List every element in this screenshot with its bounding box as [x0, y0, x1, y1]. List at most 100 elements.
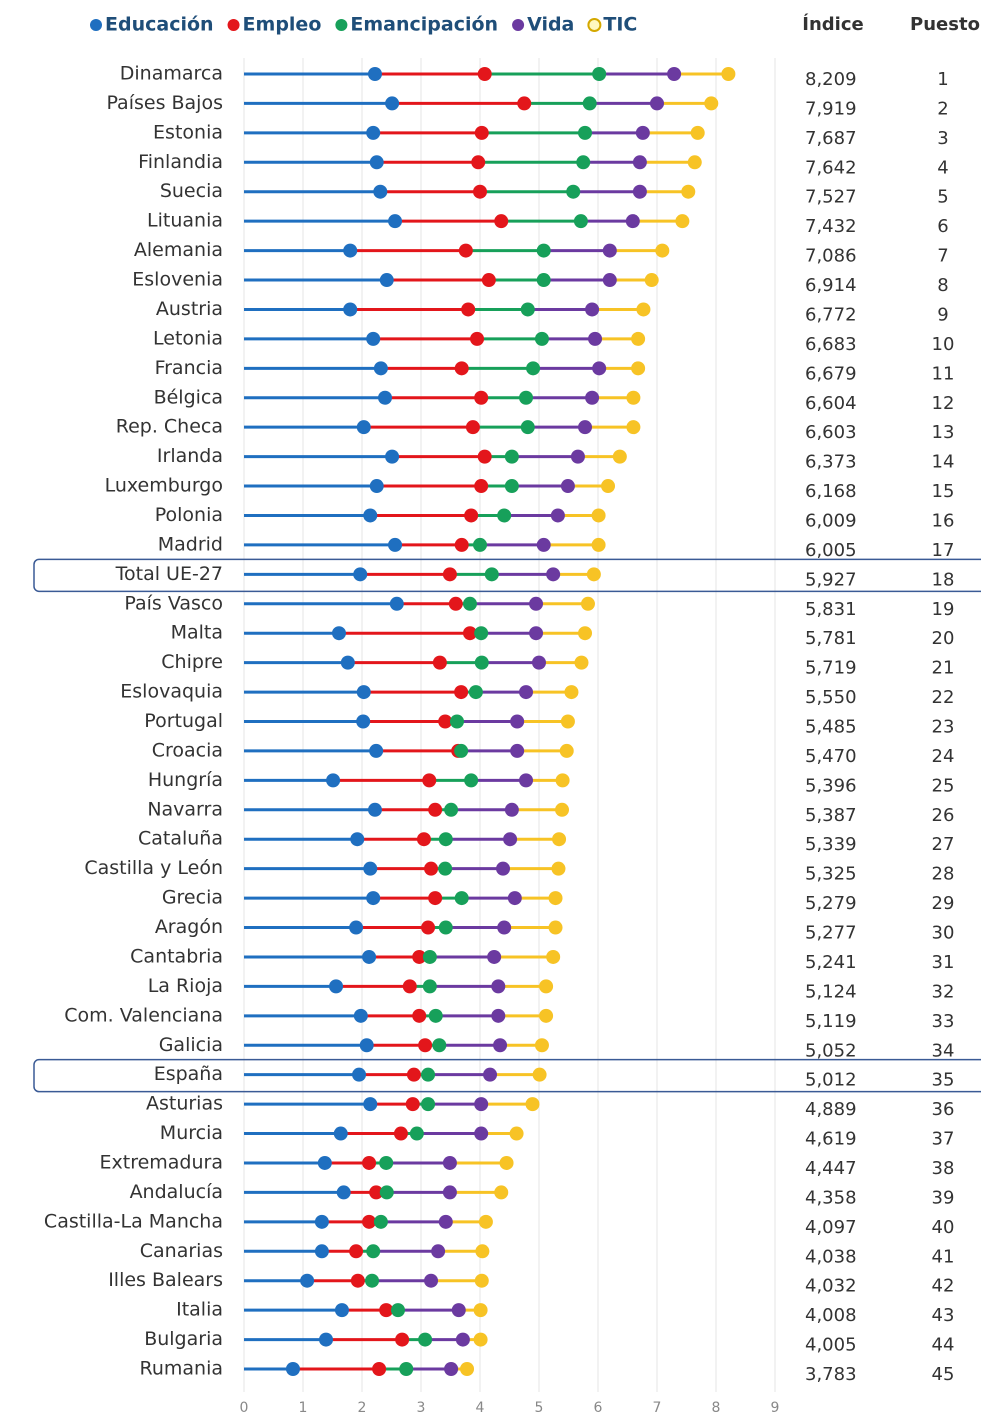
index-value: 3,783 [805, 1364, 857, 1385]
rank-value: 20 [932, 628, 955, 649]
dot [373, 184, 388, 199]
dot [520, 420, 535, 435]
dot [431, 1244, 446, 1259]
dot [517, 96, 532, 111]
dot [379, 1185, 394, 1200]
dot [529, 596, 544, 611]
dot [494, 214, 509, 229]
category-label: Andalucía [130, 1181, 223, 1203]
dot [576, 155, 591, 170]
dot [487, 949, 502, 964]
dot [395, 1332, 410, 1347]
dot [473, 537, 487, 552]
index-value: 7,642 [805, 157, 857, 178]
dot [350, 832, 365, 847]
dot [300, 1273, 315, 1288]
dot [504, 449, 519, 464]
dot [626, 420, 641, 435]
dot [462, 596, 477, 611]
index-value: 5,279 [805, 893, 857, 914]
category-label: Austria [156, 298, 223, 320]
index-value: 7,086 [805, 246, 857, 267]
dot [363, 1097, 378, 1112]
category-label: Castilla y León [84, 857, 223, 879]
index-value: 5,339 [805, 834, 857, 855]
dot [667, 67, 682, 81]
dot [451, 1303, 466, 1318]
dot [491, 1008, 506, 1023]
dot [438, 832, 453, 847]
dot [454, 537, 469, 552]
index-value: 5,241 [805, 952, 857, 973]
dot [474, 1126, 489, 1141]
dot [625, 214, 640, 229]
rank-value: 42 [932, 1276, 955, 1297]
rank-value: 35 [932, 1070, 955, 1091]
dot [409, 1126, 424, 1141]
rank-value: 39 [932, 1187, 955, 1208]
dot [578, 420, 593, 435]
dot [474, 1273, 489, 1288]
category-label: Finlandia [138, 151, 223, 173]
category-label: Madrid [158, 533, 223, 555]
dot [329, 979, 344, 994]
category-label: Italia [176, 1299, 223, 1321]
legend-marker [512, 19, 525, 31]
dot [631, 331, 646, 346]
dot [474, 655, 489, 670]
dot [385, 96, 400, 111]
rank-value: 3 [937, 128, 948, 149]
dot [473, 184, 487, 199]
rank-value: 13 [932, 422, 955, 443]
dot [350, 1273, 365, 1288]
dot [632, 155, 647, 170]
dot [424, 861, 439, 876]
dot [366, 331, 381, 346]
rank-value: 27 [932, 834, 955, 855]
dot [438, 861, 453, 876]
legend-label: Empleo [243, 14, 322, 36]
dot [504, 479, 519, 494]
dot [559, 743, 574, 758]
dot [632, 184, 647, 199]
rank-value: 29 [932, 893, 955, 914]
dot [388, 214, 403, 229]
dot [499, 1155, 514, 1170]
x-tick-label: 8 [712, 1400, 721, 1416]
category-label: Eslovaquia [120, 681, 223, 703]
dot [363, 508, 378, 523]
dot [428, 802, 443, 817]
dot [484, 567, 499, 582]
category-label: Hungría [148, 769, 223, 791]
dot [428, 891, 443, 906]
category-label: Murcia [160, 1122, 223, 1144]
index-value: 6,679 [805, 363, 857, 384]
dot [470, 331, 485, 346]
index-value: 5,485 [805, 717, 857, 738]
dot [438, 1214, 453, 1229]
dot [546, 949, 561, 964]
dot [444, 1362, 459, 1376]
dot [503, 832, 518, 847]
dot [471, 155, 486, 170]
dot [352, 1067, 367, 1082]
dot [591, 537, 606, 552]
rank-value: 44 [932, 1335, 955, 1356]
index-value: 6,772 [805, 304, 857, 325]
dot [468, 685, 483, 700]
category-label: Irlanda [157, 445, 223, 467]
category-label: Dinamarca [120, 63, 223, 85]
dot [373, 361, 388, 376]
dot [422, 949, 437, 964]
dot [551, 861, 566, 876]
category-label: Francia [155, 357, 223, 379]
dot [379, 273, 394, 288]
dot [497, 920, 512, 935]
dot [389, 596, 404, 611]
dot [475, 1244, 490, 1259]
rank-value: 10 [932, 334, 955, 355]
dot [474, 479, 489, 494]
dot [349, 1244, 364, 1259]
dot [369, 479, 384, 494]
x-tick-label: 6 [594, 1400, 603, 1416]
